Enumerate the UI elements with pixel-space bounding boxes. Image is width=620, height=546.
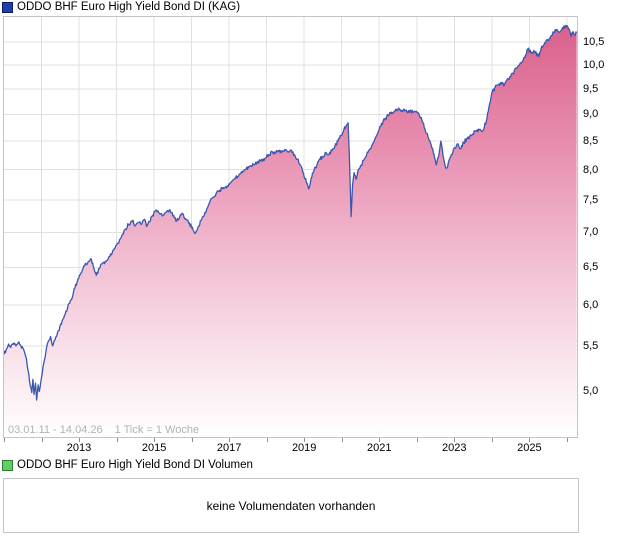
x-axis-label: 2019 — [291, 442, 317, 454]
x-axis-tick — [191, 438, 193, 442]
axis-info: 03.01.11 - 14.04.26 1 Tick = 1 Woche — [8, 424, 199, 436]
price-plot-area[interactable] — [3, 16, 578, 438]
y-axis-label: 10,5 — [583, 35, 605, 48]
volume-chart-legend: ODDO BHF Euro High Yield Bond DI Volumen — [2, 459, 253, 471]
y-axis-label: 5,5 — [583, 339, 599, 352]
y-axis-label: 5,0 — [583, 384, 599, 397]
x-axis-tick — [266, 438, 268, 442]
y-axis-label: 6,5 — [583, 261, 599, 274]
price-series-marker-icon — [2, 1, 13, 13]
x-axis-tick — [41, 438, 43, 442]
volume-empty-message: keine Volumendaten vorhanden — [206, 498, 376, 513]
y-axis-label: 10,0 — [583, 58, 605, 71]
x-axis-label: 2021 — [366, 442, 392, 454]
x-axis-tick — [4, 438, 5, 442]
tick-interval-label: 1 Tick = 1 Woche — [114, 424, 200, 436]
x-axis-tick — [491, 438, 493, 442]
volume-series-marker-icon — [2, 459, 13, 471]
x-axis-label: 2013 — [66, 442, 92, 454]
date-range-label: 03.01.11 - 14.04.26 — [8, 424, 103, 436]
x-axis-label: 2023 — [442, 442, 467, 454]
volume-panel: keine Volumendaten vorhanden — [3, 478, 579, 533]
x-axis-tick — [116, 438, 118, 442]
x-axis-tick — [304, 438, 306, 442]
y-axis-label: 8,0 — [583, 163, 599, 176]
price-chart-title: ODDO BHF Euro High Yield Bond DI (KAG) — [17, 1, 241, 13]
x-axis-tick — [529, 438, 531, 442]
x-axis-label: 2015 — [141, 442, 167, 454]
x-axis-tick — [416, 438, 418, 442]
price-chart-legend: ODDO BHF Euro High Yield Bond DI (KAG) — [2, 1, 240, 13]
y-axis-label: 9,5 — [583, 82, 599, 95]
x-axis-tick — [154, 438, 156, 442]
volume-chart-title: ODDO BHF Euro High Yield Bond DI Volumen — [17, 459, 253, 471]
x-axis-label: 2017 — [216, 442, 242, 454]
y-axis-label: 9,0 — [583, 108, 599, 121]
price-chart-svg — [4, 17, 577, 437]
y-axis-label: 7,5 — [583, 194, 599, 206]
x-axis-label: 2025 — [517, 442, 542, 454]
y-axis-label: 8,5 — [583, 135, 599, 148]
x-axis-tick — [341, 438, 343, 442]
x-axis-tick — [79, 438, 81, 442]
x-axis-tick — [566, 438, 568, 442]
x-axis-tick — [379, 438, 381, 442]
y-axis-label: 7,0 — [583, 226, 599, 239]
x-axis-tick — [229, 438, 231, 442]
y-axis-label: 6,0 — [583, 298, 599, 311]
x-axis-tick — [454, 438, 456, 442]
